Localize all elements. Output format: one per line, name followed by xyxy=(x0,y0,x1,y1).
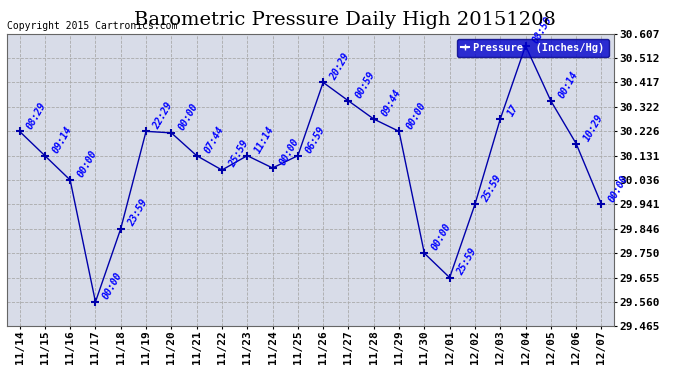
Text: 00:59: 00:59 xyxy=(354,70,377,100)
Text: 00:00: 00:00 xyxy=(278,137,302,167)
Text: Copyright 2015 Cartronics.com: Copyright 2015 Cartronics.com xyxy=(7,21,177,31)
Text: 10:29: 10:29 xyxy=(582,112,605,143)
Text: 09:14: 09:14 xyxy=(50,124,74,155)
Text: 20:29: 20:29 xyxy=(328,51,352,82)
Text: 00:00: 00:00 xyxy=(76,149,99,179)
Text: 00:00: 00:00 xyxy=(404,100,428,130)
Text: 00:00: 00:00 xyxy=(177,102,200,132)
Text: 08:29: 08:29 xyxy=(25,100,48,130)
Text: 25:59: 25:59 xyxy=(228,139,251,169)
Text: 23:59: 23:59 xyxy=(126,198,150,228)
Text: 00:14: 00:14 xyxy=(556,70,580,100)
Text: 25:59: 25:59 xyxy=(455,246,479,277)
Text: 07:44: 07:44 xyxy=(202,124,226,155)
Text: Barometric Pressure Daily High 20151208: Barometric Pressure Daily High 20151208 xyxy=(134,11,556,29)
Text: 11:14: 11:14 xyxy=(253,124,276,155)
Text: 17: 17 xyxy=(506,103,520,118)
Text: 25:59: 25:59 xyxy=(480,173,504,204)
Text: 22:29: 22:29 xyxy=(152,100,175,130)
Legend: Pressure  (Inches/Hg): Pressure (Inches/Hg) xyxy=(457,39,609,57)
Text: 06:59: 06:59 xyxy=(304,124,327,155)
Text: 00:00: 00:00 xyxy=(101,271,124,301)
Text: 09:44: 09:44 xyxy=(380,88,403,118)
Text: 00:00: 00:00 xyxy=(430,222,453,252)
Text: 08:59: 08:59 xyxy=(531,15,555,45)
Text: 00:00: 00:00 xyxy=(607,173,631,204)
